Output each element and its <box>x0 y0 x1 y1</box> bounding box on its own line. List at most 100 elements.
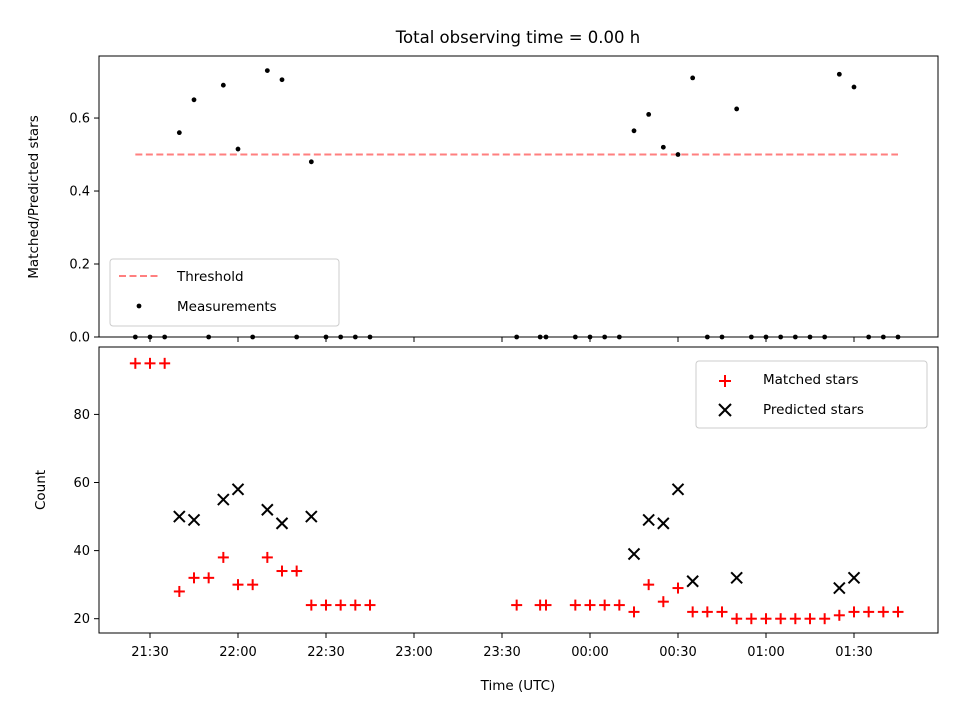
measurement-point <box>646 111 652 117</box>
predicted-star-point <box>187 513 201 527</box>
predicted-star-point <box>275 517 289 530</box>
measurement-point <box>191 97 197 103</box>
measurement-point <box>734 106 740 112</box>
matched-star-point <box>687 606 699 618</box>
matched-star-point <box>892 606 904 618</box>
predicted-star-point <box>173 510 186 523</box>
top-legend-box <box>109 258 340 327</box>
legend-threshold-label: Threshold <box>176 269 244 285</box>
bottom-x-tick-label: 01:00 <box>747 645 784 660</box>
measurement-point <box>866 334 872 340</box>
x-axis-label: Time (UTC) <box>480 678 556 694</box>
measurement-point <box>616 334 622 340</box>
matched-star-point <box>863 606 875 618</box>
measurement-point <box>880 334 886 340</box>
predicted-star-point <box>231 483 245 496</box>
legend-predicted-swatch <box>718 403 732 417</box>
bottom-panel: 20 40 60 80 21:30 22:00 22:30 23:00 23:30 00:00 0… <box>33 346 939 694</box>
predicted-star-point <box>847 571 861 585</box>
matched-star-point <box>247 579 259 591</box>
predicted-star-point <box>217 493 230 506</box>
bottom-x-tick-label: 22:00 <box>219 645 256 660</box>
matched-star-point <box>775 613 787 625</box>
predicted-star-point <box>627 547 641 561</box>
top-panel: Total observing time = 0.00 h 0.00.20.40… <box>26 28 939 346</box>
matched-star-point <box>173 585 185 597</box>
matched-star-point <box>731 613 743 625</box>
bottom-y-tick-label: 60 <box>73 476 90 491</box>
top-title: Total observing time = 0.00 h <box>395 28 640 47</box>
legend-measurements-swatch <box>136 303 142 309</box>
measurement-point <box>704 334 710 340</box>
matched-star-point <box>276 565 288 577</box>
measurement-point <box>543 334 549 340</box>
measurement-point <box>279 77 285 83</box>
matched-star-point <box>335 599 347 611</box>
measurement-point <box>206 334 212 340</box>
bottom-y-axis-label: Count <box>33 470 49 510</box>
bottom-x-tick-label: 21:30 <box>131 645 168 660</box>
legend-matched-label: Matched stars <box>763 372 859 388</box>
matched-star-point <box>261 551 273 563</box>
matched-star-point <box>760 613 772 625</box>
matched-star-point <box>569 599 581 611</box>
top-y-ticks: 0.0 0.2 0.4 0.6 <box>69 112 99 346</box>
matched-star-point <box>716 606 728 618</box>
matched-star-point <box>643 579 655 591</box>
measurement-point <box>132 334 138 340</box>
predicted-star-point <box>261 503 274 516</box>
matched-star-point <box>188 572 200 584</box>
matched-stars-points <box>129 357 904 625</box>
bottom-x-tick-label: 23:00 <box>395 645 432 660</box>
measurement-point <box>308 159 314 165</box>
matched-star-point <box>628 606 640 618</box>
measurement-point <box>836 71 842 77</box>
matched-star-point <box>848 606 860 618</box>
predicted-stars-points <box>173 483 861 595</box>
measurement-point <box>162 334 168 340</box>
bottom-y-tick-label: 40 <box>73 544 90 559</box>
bottom-x-tick-label: 23:30 <box>483 645 520 660</box>
measurement-point <box>220 82 226 88</box>
bottom-axes-frame <box>98 346 939 634</box>
measurement-point <box>675 152 681 157</box>
predicted-star-point <box>305 510 318 523</box>
measurement-point <box>792 334 798 340</box>
matched-star-point <box>511 599 523 611</box>
predicted-star-point <box>730 571 743 585</box>
predicted-star-point <box>671 483 685 496</box>
measurement-point <box>367 334 373 340</box>
measurement-point <box>851 84 857 90</box>
measurement-point <box>176 130 182 136</box>
matched-star-point <box>804 613 816 625</box>
matched-star-point <box>349 599 361 611</box>
measurement-points <box>132 68 901 340</box>
matched-star-point <box>584 599 596 611</box>
top-legend: Threshold Measurements <box>109 258 340 327</box>
matched-star-point <box>305 599 317 611</box>
matched-star-point <box>291 565 303 577</box>
measurement-point <box>778 334 784 340</box>
measurement-point <box>147 334 153 340</box>
measurement-point <box>572 334 578 340</box>
measurement-point <box>748 334 754 340</box>
measurement-point <box>514 334 520 340</box>
matched-star-point <box>833 609 845 621</box>
bottom-y-ticks: 20 40 60 80 <box>73 408 99 627</box>
bottom-y-tick-label: 20 <box>73 612 90 627</box>
predicted-star-point <box>657 517 670 530</box>
measurement-point <box>352 334 358 340</box>
bottom-x-tick-label: 00:00 <box>571 645 608 660</box>
matched-star-point <box>129 357 141 369</box>
bottom-x-tick-label: 22:30 <box>307 645 344 660</box>
matched-star-point <box>819 613 831 625</box>
matched-star-point <box>657 596 669 608</box>
matched-star-point <box>320 599 332 611</box>
predicted-star-point <box>833 581 846 595</box>
matched-star-point <box>672 582 684 594</box>
measurement-point <box>338 334 344 340</box>
matched-star-point <box>217 551 229 563</box>
measurement-point <box>807 334 813 340</box>
